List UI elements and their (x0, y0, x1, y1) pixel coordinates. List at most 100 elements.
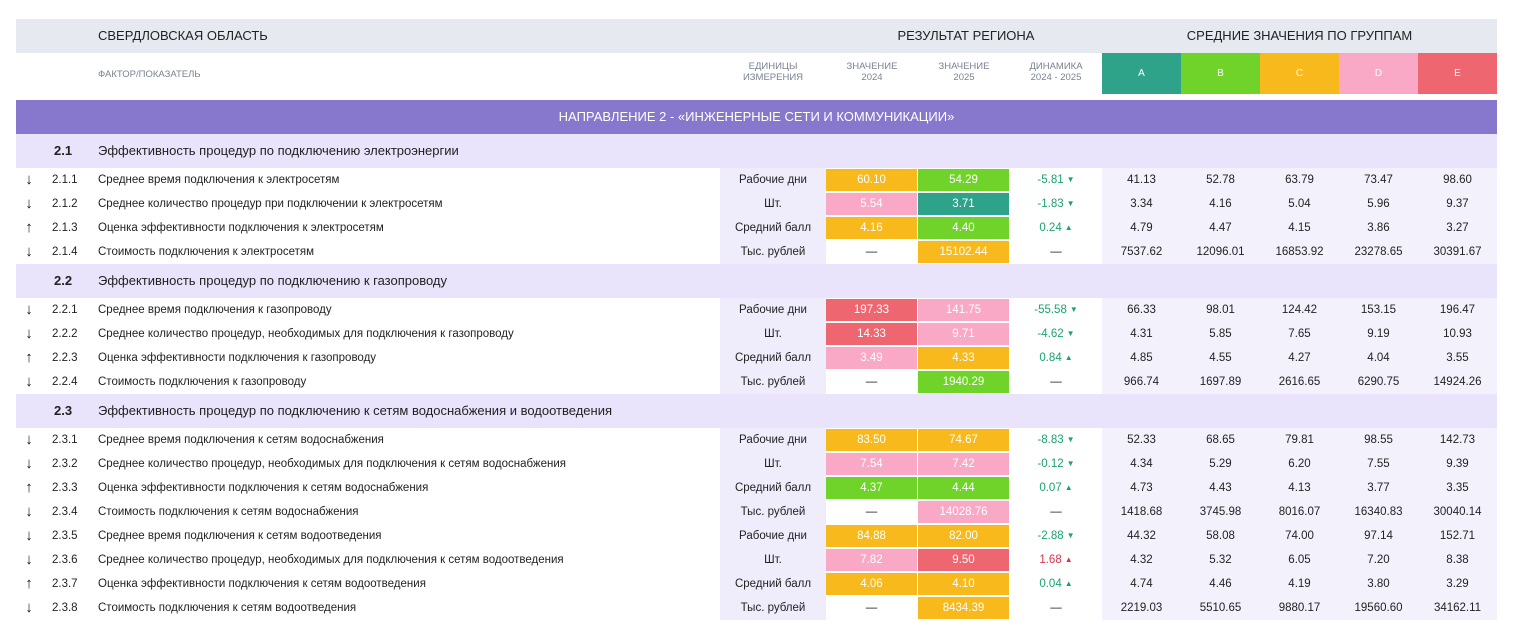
group-average-c: 8016.07 (1278, 506, 1321, 518)
table-row: ↑ 2.3.3 Оценка эффективности подключения к… (16, 476, 1497, 500)
indicator-number: 2.2.3 (52, 352, 78, 364)
dynamics-cell: 0.04 ▲ (1010, 572, 1102, 596)
value-2024: 84.88 (826, 525, 917, 547)
group-averages-bg (1102, 216, 1497, 240)
group-average-e: 142.73 (1439, 434, 1476, 446)
indicator-number: 2.3.5 (52, 530, 78, 542)
indicator-number: 2.3.3 (52, 482, 78, 494)
indicator-number: 2.2.1 (52, 304, 78, 316)
group-average-e: 8.38 (1446, 554, 1469, 566)
indicator-name: Среднее количество процедур, необходимых… (98, 458, 567, 470)
table-row: ↓ 2.1.1 Среднее время подключения к электр… (16, 168, 1497, 192)
group-average-c: 124.42 (1281, 304, 1318, 316)
group-average-e: 30040.14 (1433, 506, 1482, 518)
indicator-unit: Тыс. рублей (720, 596, 826, 620)
value-2024: 197.33 (826, 299, 917, 321)
dynamics-cell: -55.58 ▼ (1010, 298, 1102, 322)
dynamics-cell: -2.88 ▼ (1010, 524, 1102, 548)
triangle-down-icon: ▼ (1066, 531, 1075, 540)
group-average-d: 73.47 (1364, 174, 1393, 186)
dynamics-value: — (1050, 376, 1062, 388)
group-average-a: 4.34 (1130, 458, 1153, 470)
group-average-a: 7537.62 (1120, 246, 1163, 258)
section-title: Эффективность процедур по подключению эл… (98, 143, 459, 158)
indicator-unit: Рабочие дни (720, 298, 826, 322)
group-average-d: 3.77 (1367, 482, 1390, 494)
table-row: ↓ 2.3.4 Стоимость подключения к сетям водо… (16, 500, 1497, 524)
triangle-down-icon: ▼ (1066, 329, 1075, 338)
group-average-b: 5.32 (1209, 554, 1232, 566)
table-row: ↑ 2.3.7 Оценка эффективности подключения к… (16, 572, 1497, 596)
group-average-c: 4.13 (1288, 482, 1311, 494)
arrow-down-icon: ↓ (25, 301, 33, 318)
indicator-number: 2.1.2 (52, 198, 78, 210)
triangle-down-icon: ▼ (1066, 459, 1075, 468)
dynamics-value: -55.58 (1034, 304, 1067, 316)
value-2024: 83.50 (826, 429, 917, 451)
dynamics-value: -5.81 (1037, 174, 1064, 186)
group-average-a: 3.34 (1130, 198, 1153, 210)
indicator-name: Среднее количество процедур, необходимых… (98, 328, 514, 340)
value-2024: 14.33 (826, 323, 917, 345)
group-averages-bg (1102, 548, 1497, 572)
table-row: ↑ 2.1.3 Оценка эффективности подключения к… (16, 216, 1497, 240)
section-header: 2.1 Эффективность процедур по подключению… (16, 134, 1497, 168)
group-average-a: 4.73 (1130, 482, 1153, 494)
group-average-e: 9.37 (1446, 198, 1469, 210)
table-header-top: СВЕРДЛОВСКАЯ ОБЛАСТЬ РЕЗУЛЬТАТ РЕГИОНА С… (16, 19, 1497, 53)
group-average-b: 3745.98 (1199, 506, 1242, 518)
group-average-e: 98.60 (1443, 174, 1472, 186)
arrow-down-icon: ↓ (25, 455, 33, 472)
group-average-d: 98.55 (1364, 434, 1393, 446)
dynamics-column-header: ДИНАМИКА 2024 - 2025 (1010, 61, 1102, 83)
indicator-number: 2.2.4 (52, 376, 78, 388)
indicator-unit: Тыс. рублей (720, 240, 826, 264)
triangle-down-icon: ▼ (1066, 175, 1075, 184)
indicator-unit: Рабочие дни (720, 524, 826, 548)
value-2024: 4.37 (826, 477, 917, 499)
group-average-a: 2219.03 (1120, 602, 1163, 614)
group-averages-bg (1102, 476, 1497, 500)
group-average-b: 12096.01 (1196, 246, 1245, 258)
group-average-c: 4.27 (1288, 352, 1311, 364)
indicator-number: 2.3.8 (52, 602, 78, 614)
arrow-down-icon: ↓ (25, 599, 33, 616)
group-average-e: 14924.26 (1433, 376, 1482, 388)
indicator-name: Стоимость подключения к сетям водоснабже… (98, 506, 359, 518)
group-average-d: 9.19 (1367, 328, 1390, 340)
group-average-d: 153.15 (1360, 304, 1397, 316)
indicator-name: Оценка эффективности подключения к сетям… (98, 578, 426, 590)
dynamics-cell: 0.84 ▲ (1010, 346, 1102, 370)
indicator-unit: Тыс. рублей (720, 500, 826, 524)
indicator-unit: Средний балл (720, 476, 826, 500)
group-average-b: 52.78 (1206, 174, 1235, 186)
group-average-a: 966.74 (1123, 376, 1160, 388)
group-average-c: 79.81 (1285, 434, 1314, 446)
group-average-b: 4.16 (1209, 198, 1232, 210)
indicator-name: Среднее количество процедур при подключе… (98, 198, 443, 210)
group-average-c: 4.15 (1288, 222, 1311, 234)
group-average-a: 41.13 (1127, 174, 1156, 186)
arrow-up-icon: ↑ (25, 219, 33, 236)
group-averages-bg (1102, 240, 1497, 264)
indicator-unit: Шт. (720, 452, 826, 476)
indicator-name: Среднее время подключения к электросетям (98, 174, 340, 186)
group-averages-bg (1102, 322, 1497, 346)
group-average-e: 3.27 (1446, 222, 1469, 234)
group-average-c: 63.79 (1285, 174, 1314, 186)
group-average-d: 97.14 (1364, 530, 1393, 542)
indicator-number: 2.1.4 (52, 246, 78, 258)
group-average-c: 74.00 (1285, 530, 1314, 542)
indicator-name: Стоимость подключения к газопроводу (98, 376, 307, 388)
section-header: 2.2 Эффективность процедур по подключению… (16, 264, 1497, 298)
group-average-d: 23278.65 (1354, 246, 1403, 258)
group-header-b: B (1181, 53, 1260, 94)
group-average-c: 6.20 (1288, 458, 1311, 470)
table-row: ↓ 2.1.4 Стоимость подключения к электросет… (16, 240, 1497, 264)
group-average-c: 7.65 (1288, 328, 1311, 340)
group-header-a: A (1102, 53, 1181, 94)
table-row: ↓ 2.2.1 Среднее время подключения к газопр… (16, 298, 1497, 322)
value-2025: 4.40 (918, 217, 1009, 239)
triangle-up-icon: ▲ (1064, 483, 1073, 492)
group-average-c: 9880.17 (1278, 602, 1321, 614)
